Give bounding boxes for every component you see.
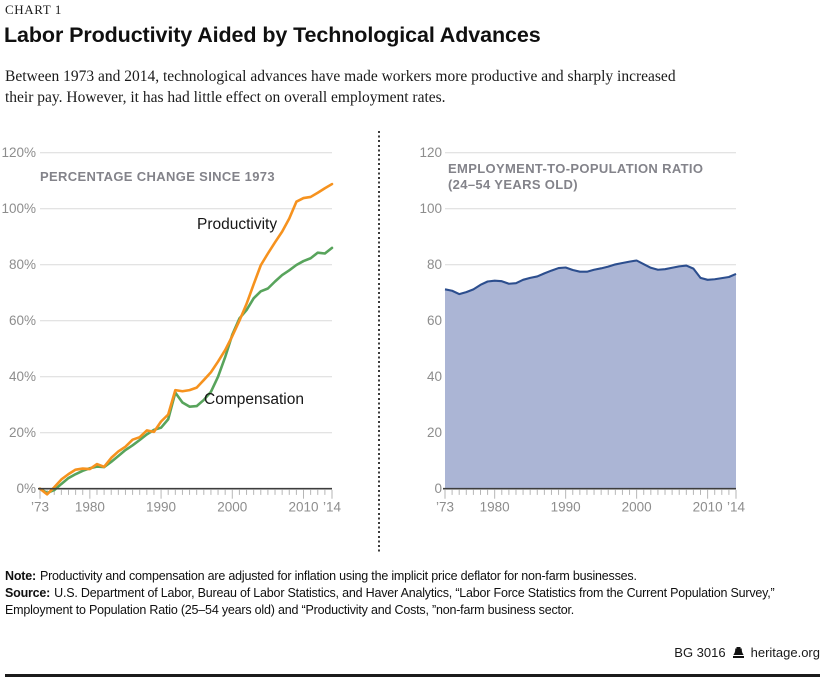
source-label: Source:: [5, 586, 51, 600]
x-axis-labels: ’73 1980 1990 2000 2010 ’14: [436, 500, 746, 515]
svg-text:80: 80: [427, 257, 442, 272]
source-text: U.S. Department of Labor, Bureau of Labo…: [5, 586, 775, 617]
right-chart-title: EMPLOYMENT-TO-POPULATION RATIO (24–54 YE…: [448, 161, 703, 192]
svg-text:0%: 0%: [16, 481, 36, 496]
bottom-rule: [5, 674, 820, 677]
svg-text:2000: 2000: [622, 500, 652, 515]
x-axis-ticks: [39, 489, 333, 499]
compensation-line: [38, 246, 334, 495]
svg-text:2010: 2010: [288, 500, 318, 515]
credit: BG 3016 heritage.org: [674, 645, 820, 660]
bg-number: BG 3016: [674, 645, 726, 660]
svg-text:100: 100: [419, 201, 442, 216]
svg-text:120%: 120%: [1, 145, 36, 160]
svg-text:1990: 1990: [551, 500, 581, 515]
svg-text:’14: ’14: [727, 500, 746, 515]
gridlines: [40, 152, 332, 434]
svg-text:’14: ’14: [323, 500, 342, 515]
footnotes: Note: Productivity and compensation are a…: [5, 568, 795, 619]
epop-area-fill: [445, 260, 736, 489]
y-axis-labels: 0 20 40 60 80 100 120: [419, 145, 442, 496]
productivity-compensation-chart: 0% 20% 40% 60% 80% 100% 120% ’73 1980 1990 2000 201…: [1, 145, 342, 515]
svg-text:2010: 2010: [693, 500, 723, 515]
svg-text:1980: 1980: [75, 500, 105, 515]
svg-text:60: 60: [427, 313, 442, 328]
svg-text:40%: 40%: [9, 369, 36, 384]
series-plot: [38, 182, 334, 496]
note-label: Note:: [5, 569, 36, 583]
compensation-series-label: Compensation: [204, 391, 304, 408]
epop-line: [444, 259, 737, 296]
svg-text:20: 20: [427, 425, 442, 440]
series-plot: [444, 259, 737, 489]
svg-text:20%: 20%: [9, 425, 36, 440]
heritage-link[interactable]: heritage.org: [750, 645, 820, 660]
chart-divider: [378, 131, 380, 554]
x-axis-labels: ’73 1980 1990 2000 2010 ’14: [31, 500, 342, 515]
note-line: Note: Productivity and compensation are a…: [5, 568, 795, 585]
svg-text:60%: 60%: [9, 313, 36, 328]
productivity-line: [38, 182, 334, 496]
svg-text:1980: 1980: [480, 500, 510, 515]
svg-text:40: 40: [427, 369, 442, 384]
productivity-series-label: Productivity: [197, 216, 278, 233]
left-chart-title: PERCENTAGE CHANGE SINCE 1973: [40, 169, 275, 184]
employment-ratio-chart: 0 20 40 60 80 100 120 ’73 1980 1990 2000 2010 ’14: [419, 145, 746, 515]
svg-text:’73: ’73: [31, 500, 49, 515]
page-subtitle: Between 1973 and 2014, technological adv…: [5, 68, 676, 106]
svg-text:1990: 1990: [146, 500, 176, 515]
note-text: Productivity and compensation are adjust…: [39, 569, 637, 583]
right-chart-title-line2: (24–54 YEARS OLD): [448, 176, 578, 192]
svg-text:100%: 100%: [1, 201, 36, 216]
y-axis-labels: 0% 20% 40% 60% 80% 100% 120%: [1, 145, 36, 496]
source-line: Source: U.S. Department of Labor, Bureau …: [5, 585, 795, 619]
page-title: Labor Productivity Aided by Technologica…: [4, 23, 541, 47]
svg-text:0: 0: [434, 481, 442, 496]
svg-text:’73: ’73: [436, 500, 454, 515]
chart-kicker: CHART 1: [5, 2, 62, 17]
right-chart-title-line1: EMPLOYMENT-TO-POPULATION RATIO: [448, 161, 704, 176]
svg-text:80%: 80%: [9, 257, 36, 272]
x-axis-ticks: [444, 489, 737, 499]
svg-text:120: 120: [419, 145, 442, 160]
heritage-bell-icon: [732, 646, 744, 658]
svg-text:2000: 2000: [217, 500, 247, 515]
